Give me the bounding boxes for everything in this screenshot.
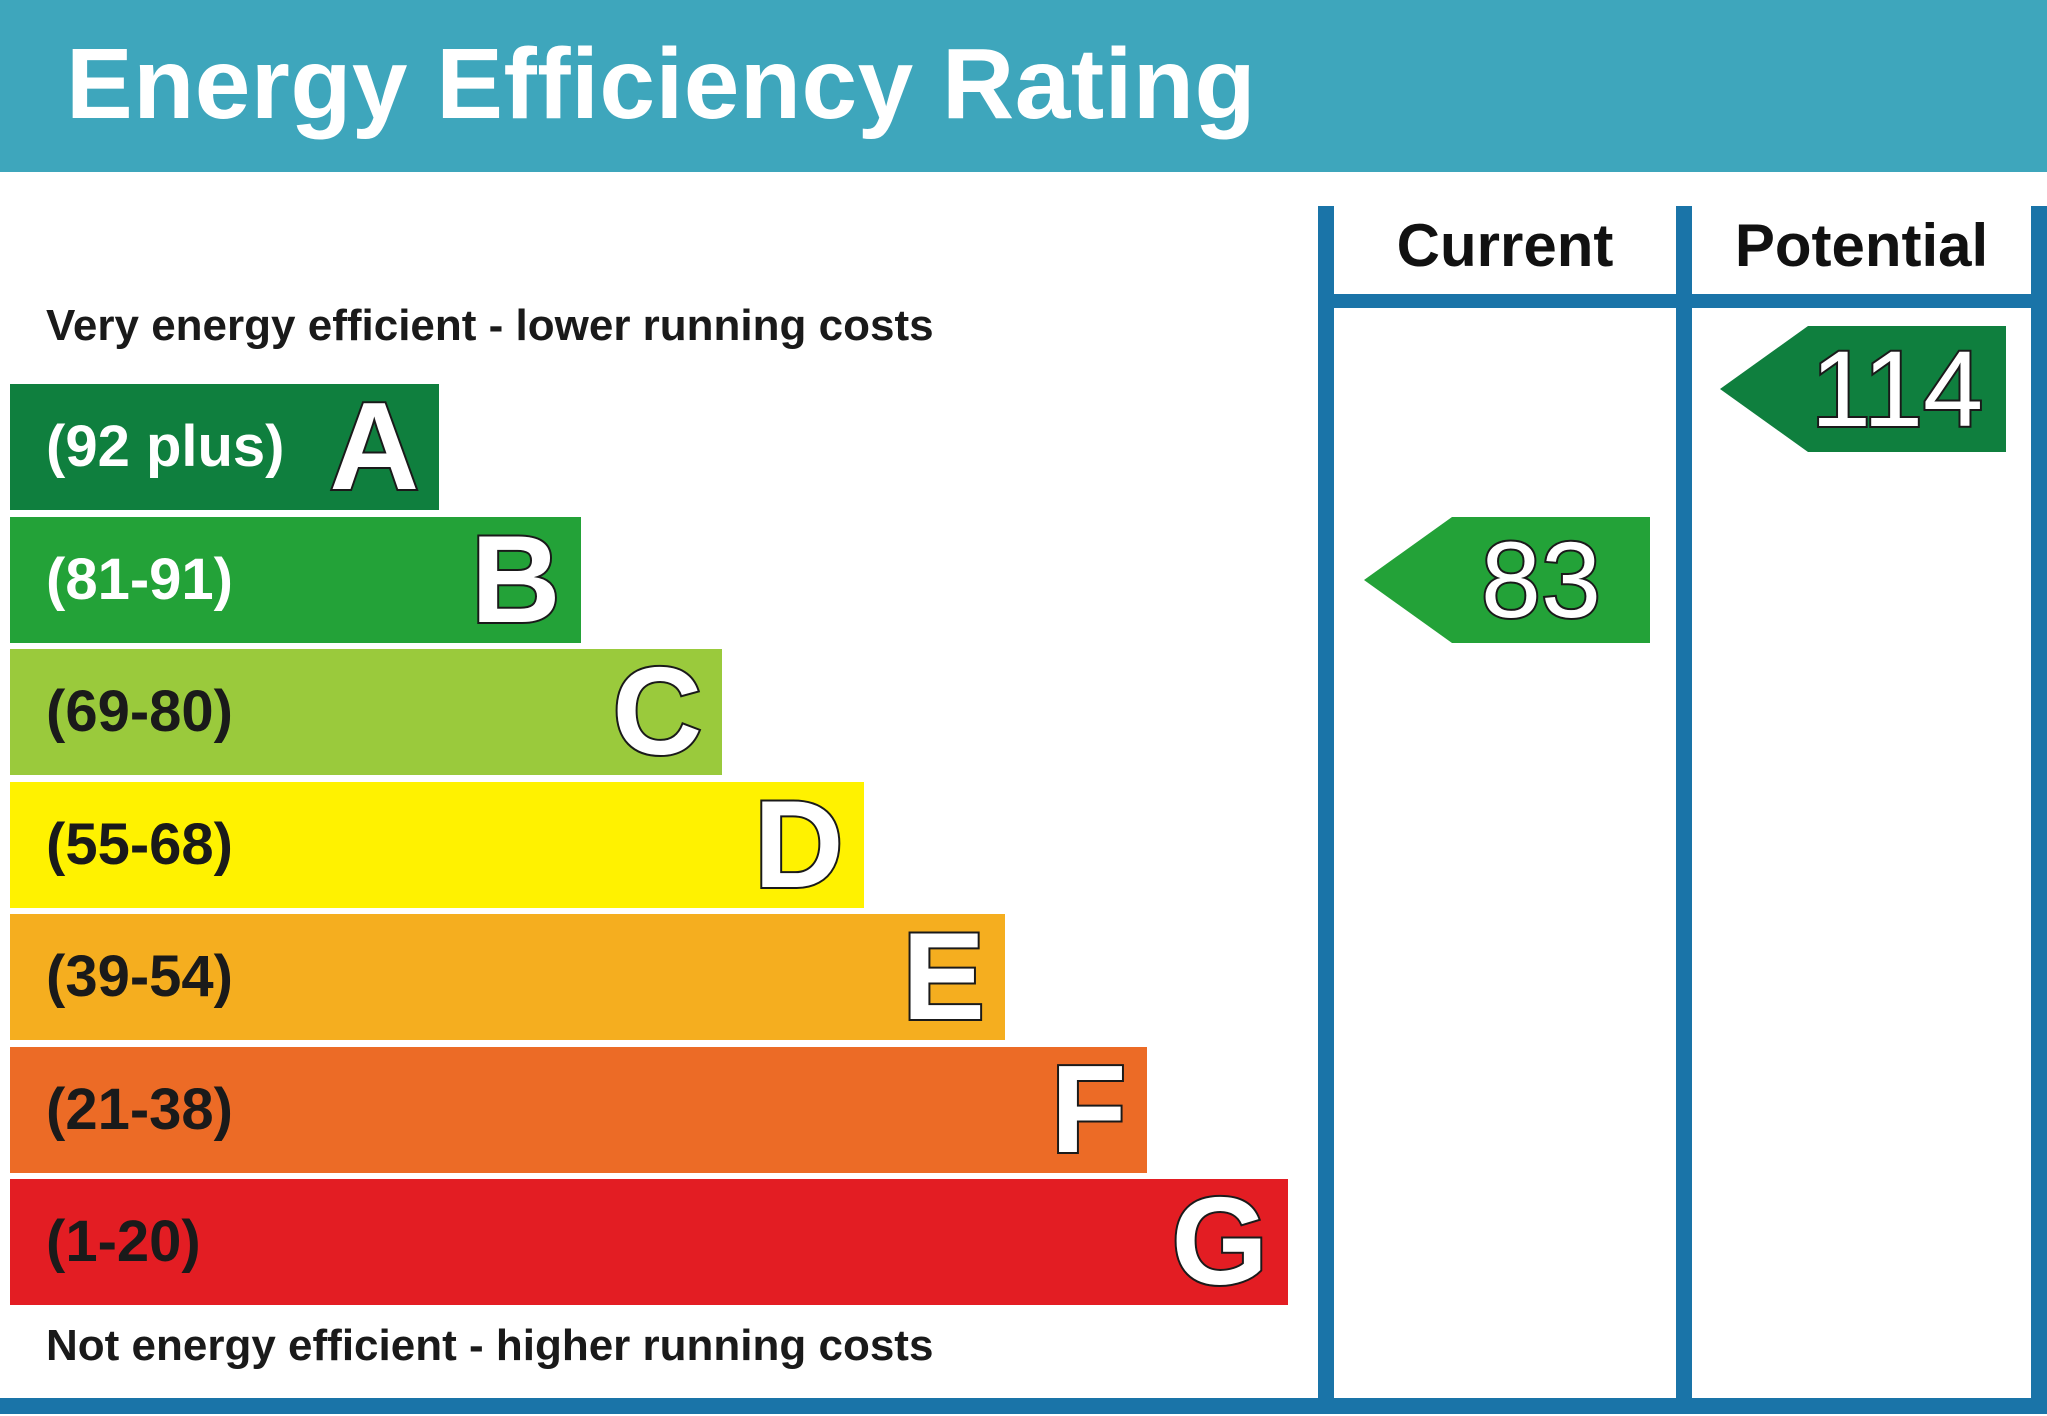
frame-line-left	[1318, 206, 1334, 1406]
arrow-current-shape	[1364, 516, 1650, 643]
band-d-letter: D	[752, 774, 846, 916]
band-a-letter: A	[327, 376, 421, 518]
caption-top: Very energy efficient - lower running co…	[46, 301, 934, 350]
band-f-letter: F	[1049, 1039, 1129, 1181]
band-c: (69-80) C	[10, 641, 722, 783]
arrow-potential-polygon	[1720, 326, 2006, 452]
band-f: (21-38) F	[10, 1039, 1147, 1181]
arrow-current-polygon	[1364, 516, 1650, 643]
band-b-letter: B	[469, 509, 563, 651]
band-e-range: (39-54)	[46, 944, 233, 1009]
band-d: (55-68) D	[10, 774, 864, 916]
caption-bottom: Not energy efficient - higher running co…	[46, 1321, 934, 1370]
frame-line-right	[2031, 206, 2047, 1406]
band-g-letter: G	[1170, 1171, 1270, 1313]
band-a-range: (92 plus)	[46, 414, 285, 479]
band-b-range: (81-91)	[46, 546, 233, 612]
band-e-letter: E	[900, 906, 987, 1048]
band-g: (1-20) G	[10, 1171, 1288, 1313]
band-g-range: (1-20)	[46, 1209, 201, 1274]
arrow-current: 83	[1364, 516, 1650, 643]
band-e: (39-54) E	[10, 906, 1005, 1048]
column-header-potential: Potential	[1734, 212, 1989, 279]
frame-line-header-current	[1334, 294, 1676, 308]
column-header-current: Current	[1396, 212, 1614, 279]
band-f-range: (21-38)	[46, 1076, 233, 1142]
arrow-current-value: 83	[1479, 517, 1603, 642]
band-c-letter: C	[610, 641, 704, 783]
header-bar: Energy Efficiency Rating	[0, 0, 2047, 172]
arrow-potential: 114	[1720, 326, 2006, 452]
page-title: Energy Efficiency Rating	[66, 28, 1257, 140]
band-a: (92 plus) A	[10, 376, 439, 518]
frame-line-bottom	[0, 1398, 2047, 1414]
band-b: (81-91) B	[10, 509, 581, 651]
arrow-potential-shape	[1720, 326, 2006, 452]
frame-line-header-potential	[1692, 294, 2031, 308]
band-c-range: (69-80)	[46, 679, 233, 744]
arrow-potential-value: 114	[1809, 326, 1985, 451]
band-d-range: (55-68)	[46, 811, 233, 877]
frame-line-middle	[1676, 206, 1692, 1406]
